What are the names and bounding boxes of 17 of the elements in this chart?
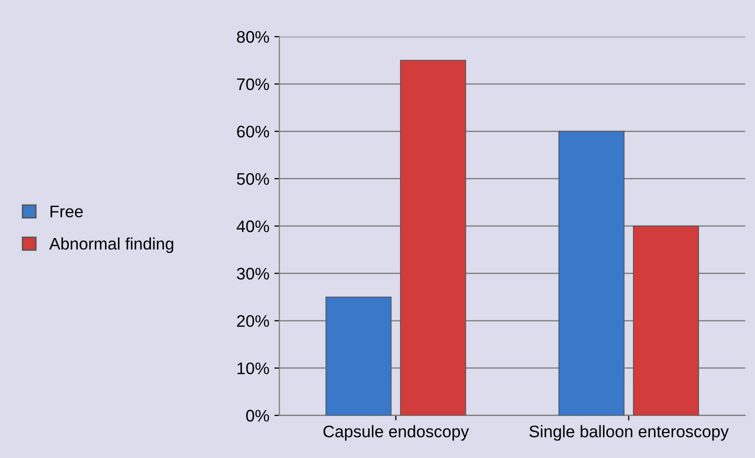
bar [632,226,700,416]
y-tick-label: 50% [236,173,270,185]
y-tick-label: 10% [238,362,270,374]
y-tick-label: 20% [237,315,270,327]
y-tick-label: 80% [236,31,270,43]
legend-label: Free [50,206,83,218]
x-tick-label: Single balloon enteroscopy [529,425,729,441]
x-tick-label: Capsule endoscopy [323,425,469,441]
y-tick-label: 40% [236,220,270,232]
bar [558,130,624,416]
y-tick-label: 70% [237,78,270,90]
bar [400,60,466,416]
y-tick-label: 0% [246,410,270,422]
legend-label: Abnormal finding [49,237,174,253]
y-tick-label: 60% [237,126,270,138]
bar [326,296,392,416]
y-tick-label: 30% [236,268,270,280]
